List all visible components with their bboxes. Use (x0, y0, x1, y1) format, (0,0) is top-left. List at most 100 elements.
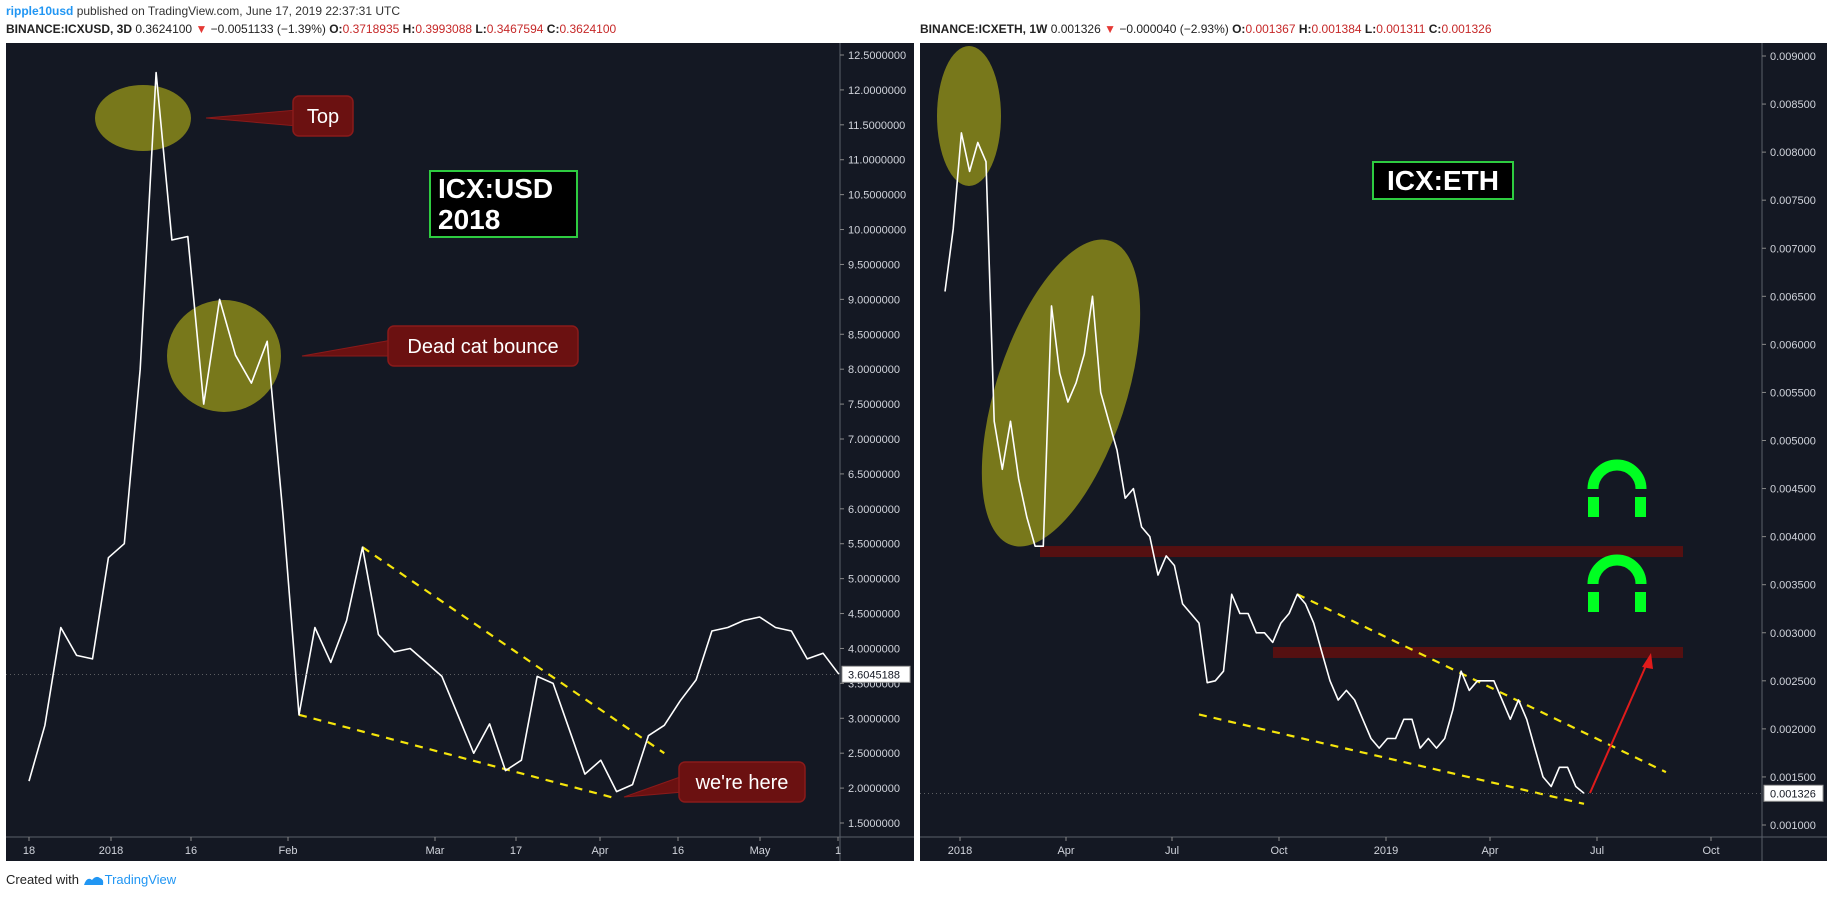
trendline (361, 546, 665, 755)
resistance-band (1273, 646, 1683, 658)
target-arrow-head (1642, 653, 1653, 669)
y-tick-label: 0.006500 (1770, 291, 1816, 303)
x-tick-label: Feb (279, 845, 298, 857)
we-are-here-callout-text: we're here (695, 772, 789, 794)
y-tick-label: 9.5000000 (848, 259, 900, 271)
y-tick-label: 0.004000 (1770, 532, 1816, 544)
y-tick-label: 0.005500 (1770, 387, 1816, 399)
y-tick-label: 7.0000000 (848, 434, 900, 446)
up-arch-right-leg (1635, 592, 1646, 612)
left-price: 0.3624100 (135, 22, 193, 36)
y-tick-label: 2.0000000 (848, 783, 900, 795)
y-tick-label: 0.009000 (1770, 51, 1816, 63)
y-tick-label: 0.001500 (1770, 772, 1816, 784)
x-tick-label: Jul (1590, 845, 1604, 857)
y-tick-label: 1.5000000 (848, 818, 900, 830)
y-tick-label: 0.002500 (1770, 676, 1816, 688)
y-tick-label: 0.001000 (1770, 820, 1816, 832)
title-box (1372, 161, 1514, 200)
left-high: 0.3993088 (415, 22, 473, 36)
x-tick-label: 17 (510, 845, 522, 857)
y-tick-label: 5.0000000 (848, 574, 900, 586)
y-tick-label: 6.0000000 (848, 504, 900, 516)
last-price-label: 3.6045188 (848, 669, 900, 681)
title-line-1: ICX:USD (438, 173, 553, 204)
icxeth-chart[interactable]: 0.009000 0.008500 0.008000 0.007500 0.007000… (920, 43, 1827, 861)
y-tick-label: 0.006000 (1770, 339, 1816, 351)
title-text: ICX:ETH (1387, 165, 1499, 196)
y-tick-label: 0.003000 (1770, 628, 1816, 640)
x-tick-label: Apr (591, 845, 608, 857)
x-tick-label: 2019 (1374, 845, 1398, 857)
author-link[interactable]: ripple10usd (6, 4, 74, 18)
chart-background (6, 43, 914, 861)
y-tick-label: 8.0000000 (848, 364, 900, 376)
left-close: 0.3624100 (559, 22, 617, 36)
x-tick-label: 16 (672, 845, 684, 857)
x-tick-label: Oct (1702, 845, 1719, 857)
up-arch-left-leg (1588, 592, 1599, 612)
down-arrow-icon: ▼ (195, 22, 208, 36)
y-tick-label: 0.003500 (1770, 580, 1816, 592)
y-tick-label: 12.0000000 (848, 85, 906, 97)
x-tick-label: Mar (426, 845, 445, 857)
top-highlight (95, 85, 191, 151)
left-symbol: BINANCE:ICXUSD, 3D (6, 22, 133, 36)
trendline (1198, 713, 1585, 805)
x-tick-label: Oct (1270, 845, 1287, 857)
x-tick-label: 16 (185, 845, 197, 857)
tradingview-logo-icon (83, 876, 103, 885)
top-callout-box (292, 95, 354, 137)
y-tick-label: 10.0000000 (848, 225, 906, 237)
left-change: −0.0051133 (−1.39%) (210, 22, 326, 36)
x-tick-label: Apr (1057, 845, 1074, 857)
right-close: 0.001326 (1441, 22, 1492, 36)
right-symbol-legend: BINANCE:ICXETH, 1W 0.001326 ▼ −0.000040 … (920, 22, 1492, 36)
y-tick-label: 11.5000000 (848, 120, 905, 132)
title-line-2: 2018 (438, 204, 500, 235)
top-callout-text: Top (307, 106, 339, 128)
publish-info: published on TradingView.com, June 17, 2… (76, 4, 401, 18)
right-symbol: BINANCE:ICXETH, 1W (920, 22, 1048, 36)
dead-cat-callout-box (387, 325, 579, 367)
left-open: 0.3718935 (342, 22, 400, 36)
x-tick-label: 18 (23, 845, 35, 857)
target-arrow (1589, 660, 1649, 794)
last-price-tag (1763, 784, 1824, 802)
down-arrow-icon: ▼ (1104, 22, 1116, 36)
y-tick-label: 12.5000000 (848, 50, 906, 62)
right-high: 0.001384 (1311, 22, 1362, 36)
y-tick-label: 5.5000000 (848, 539, 900, 551)
y-tick-label: 0.005000 (1770, 436, 1816, 448)
x-tick-label: May (750, 845, 771, 857)
rebound-highlight (981, 239, 1141, 547)
icxusd-chart-panel[interactable]: 12.5000000 12.0000000 11.5000000 11.0000000… (6, 43, 914, 861)
y-tick-label: 0.007000 (1770, 243, 1816, 255)
x-tick-label: 1 (835, 845, 841, 857)
right-change: −0.000040 (−2.93%) (1119, 22, 1229, 36)
y-tick-label: 7.5000000 (848, 399, 900, 411)
tradingview-link[interactable]: TradingView (104, 872, 177, 887)
y-tick-label: 0.002000 (1770, 724, 1816, 736)
trendline (298, 713, 617, 800)
icxeth-chart-panel[interactable]: 0.009000 0.008500 0.008000 0.007500 0.007000… (920, 43, 1827, 861)
y-tick-label: 0.004500 (1770, 484, 1816, 496)
up-arch-left-leg (1588, 497, 1599, 517)
x-tick-label: Apr (1481, 845, 1498, 857)
y-tick-label: 9.0000000 (848, 294, 900, 306)
y-tick-label: 8.5000000 (848, 329, 900, 341)
y-tick-label: 3.0000000 (848, 713, 900, 725)
up-arch-right-leg (1635, 497, 1646, 517)
y-tick-label: 4.0000000 (848, 643, 900, 655)
y-tick-label: 4.5000000 (848, 609, 900, 621)
title-box (429, 170, 578, 238)
right-open: 0.001367 (1245, 22, 1296, 36)
icxusd-chart[interactable]: 12.500000012.000000011.500000011.0000000… (6, 43, 914, 861)
price-line (28, 71, 840, 793)
created-with-text: Created with (6, 872, 79, 887)
x-tick-label: Jul (1165, 845, 1179, 857)
up-arch-icon (1587, 554, 1647, 585)
price-line (944, 132, 1585, 794)
resistance-band (1040, 546, 1683, 558)
dead-cat-callout-text: Dead cat bounce (407, 336, 558, 358)
